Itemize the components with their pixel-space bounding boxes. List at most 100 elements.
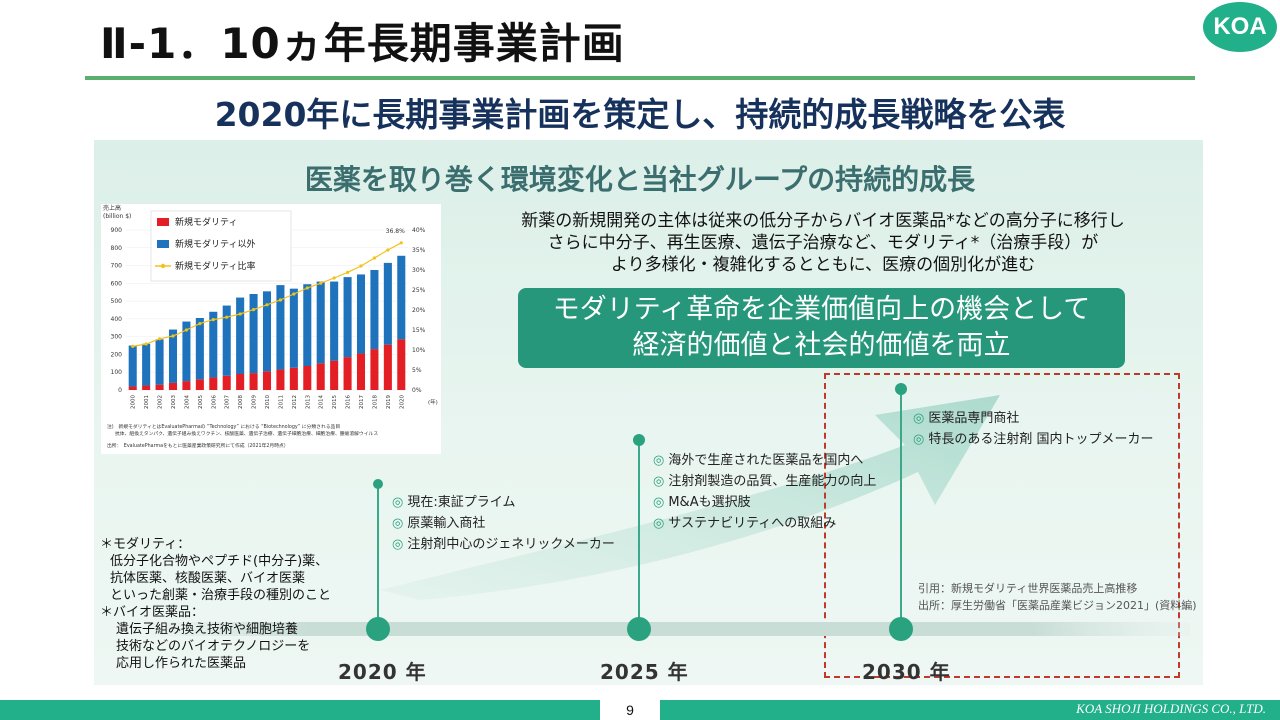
y2-tick-label: 5% xyxy=(412,367,422,374)
bar-new-modality xyxy=(343,357,352,390)
x-tick-label: 2018 xyxy=(372,395,378,409)
chart-citation: 引用：新規モダリティ世界医薬品売上高推移 出所：厚生労働省「医薬品産業ビジョン2… xyxy=(918,580,1197,614)
bar-other-modality xyxy=(128,345,137,387)
x-tick-label: 2014 xyxy=(319,395,325,409)
bar-other-modality xyxy=(222,305,231,376)
page-subtitle: 2020年に長期事業計画を策定し、持続的成長戦略を公表 xyxy=(214,95,1066,134)
bullet-icon: ◎ xyxy=(653,474,665,489)
y2-tick-label: 25% xyxy=(412,287,426,294)
node-2020 xyxy=(366,617,390,641)
legend-box xyxy=(150,210,292,282)
ratio-point xyxy=(131,344,135,348)
note-line: 抗体医薬、核酸医薬、バイオ医薬 xyxy=(110,571,306,586)
x-tick-label: 2010 xyxy=(265,395,271,409)
bar-new-modality xyxy=(356,353,366,390)
node-2030 xyxy=(889,617,913,641)
bullet-icon: ◎ xyxy=(392,516,404,531)
y2-tick-label: 20% xyxy=(412,307,426,314)
y2-tick-label: 15% xyxy=(412,327,426,334)
bullet-icon: ◎ xyxy=(913,411,925,426)
bullet-icon: ◎ xyxy=(392,495,404,510)
bar-other-modality xyxy=(249,294,258,374)
ratio-point xyxy=(225,315,229,319)
y2-tick-label: 35% xyxy=(412,247,426,254)
koa-logo: KOA xyxy=(1203,2,1277,52)
legend-swatch-blue xyxy=(157,240,169,248)
page-number: 9 xyxy=(600,700,660,720)
y-axis-label: 売上高 xyxy=(103,204,121,212)
bar-other-modality xyxy=(303,284,312,366)
ratio-point xyxy=(157,337,162,341)
chart-note: 注) 新規モダリティとはEvaluatePharmaの “Technology”… xyxy=(107,423,340,430)
ratio-point xyxy=(386,248,390,252)
y-tick-label: 900 xyxy=(111,227,123,234)
list-item: ◎ サステナビリティへの取組み xyxy=(653,516,837,531)
bar-new-modality xyxy=(168,382,178,390)
ratio-point xyxy=(265,303,269,307)
note-line: といった創薬・治療手段の種別のこと xyxy=(110,588,332,603)
ratio-point xyxy=(399,241,403,245)
list-item: ◎ 海外で生産された医薬品を国内へ xyxy=(653,453,864,468)
target-2030-highlight xyxy=(824,373,1180,678)
legend-label: 新規モダリティ xyxy=(175,216,237,228)
stem-top-2030 xyxy=(895,383,907,395)
note-line: 技術などのバイオテクノロジーを xyxy=(116,639,311,654)
y-tick-label: 800 xyxy=(111,245,123,252)
y-axis-label: (billion $) xyxy=(103,213,131,220)
x-tick-label: 2017 xyxy=(359,395,365,409)
intro-line: 新薬の新規開発の主体は従来の低分子からバイオ医薬品*などの高分子に移行し xyxy=(521,211,1125,231)
bar-other-modality xyxy=(289,288,298,368)
bar-other-modality xyxy=(195,318,204,380)
bar-new-modality xyxy=(289,367,298,390)
y-tick-label: 300 xyxy=(111,334,123,341)
bar-other-modality xyxy=(182,321,191,382)
legend-label: 新規モダリティ以外 xyxy=(175,238,255,250)
citation-line: 引用：新規モダリティ世界医薬品売上高推移 xyxy=(918,582,1138,595)
ratio-point xyxy=(251,308,256,312)
note-heading: ＊モダリティ： xyxy=(100,537,191,552)
node-2025 xyxy=(627,617,651,641)
slogan-line: モダリティ革命を企業価値向上の機会として xyxy=(552,294,1091,325)
y-tick-label: 0 xyxy=(118,387,122,394)
bar-new-modality xyxy=(330,360,339,390)
citation-line: 出所：厚生労働省「医薬品産業ビジョン2021」(資料編) xyxy=(918,599,1197,612)
stem-top-2025 xyxy=(633,434,645,446)
year-label-2025: 2025 年 xyxy=(600,660,689,684)
slogan-line: 経済的価値と社会的価値を両立 xyxy=(632,330,1011,361)
bullet-icon: ◎ xyxy=(653,516,665,531)
bar-other-modality xyxy=(370,270,379,350)
ratio-point xyxy=(238,312,242,316)
legend-swatch-red xyxy=(157,218,169,226)
x-tick-label: 2008 xyxy=(238,395,244,409)
year-label-2030: 2030 年 xyxy=(862,660,951,684)
ratio-point xyxy=(319,281,323,285)
glossary-notes: ＊モダリティ： 低分子化合物やペプチド(中分子)薬、 抗体医薬、核酸医薬、バイオ… xyxy=(100,536,430,672)
x-tick-label: 2016 xyxy=(346,395,352,409)
bar-new-modality xyxy=(128,386,137,390)
bar-new-modality xyxy=(222,375,231,390)
ratio-point xyxy=(184,328,189,332)
stage-2025-list: ◎ 海外で生産された医薬品を国内へ ◎ 注射剤製造の品質、生産能力の向上 ◎ M&Aも… xyxy=(653,450,876,534)
list-item: ◎ 注射剤製造の品質、生産能力の向上 xyxy=(653,474,877,489)
ratio-point xyxy=(171,334,175,338)
x-axis-unit: (年) xyxy=(428,398,438,406)
bar-other-modality xyxy=(262,291,272,372)
x-tick-label: 2015 xyxy=(332,395,338,409)
y2-tick-label: 30% xyxy=(412,267,426,274)
year-label-2020: 2020 年 xyxy=(338,660,427,684)
bar-other-modality xyxy=(397,255,406,340)
y-tick-label: 400 xyxy=(111,316,123,323)
page-title: Ⅱ-1．10ヵ年長期事業計画 xyxy=(100,19,625,68)
slogan-banner: モダリティ革命を企業価値向上の機会として 経済的価値と社会的価値を両立 xyxy=(518,288,1125,368)
intro-line: さらに中分子、再生医療、遺伝子治療など、モダリティ*（治療手段）が xyxy=(547,233,1099,253)
x-tick-label: 2013 xyxy=(305,395,311,409)
bullet-icon: ◎ xyxy=(913,432,925,447)
ratio-point xyxy=(278,298,283,302)
bar-other-modality xyxy=(236,297,245,374)
list-item: ◎ 特長のある注射剤 国内トップメーカー xyxy=(913,432,1154,447)
legend-swatch-point xyxy=(160,263,166,269)
bullet-icon: ◎ xyxy=(653,453,665,468)
timeline-bar xyxy=(150,622,1190,636)
